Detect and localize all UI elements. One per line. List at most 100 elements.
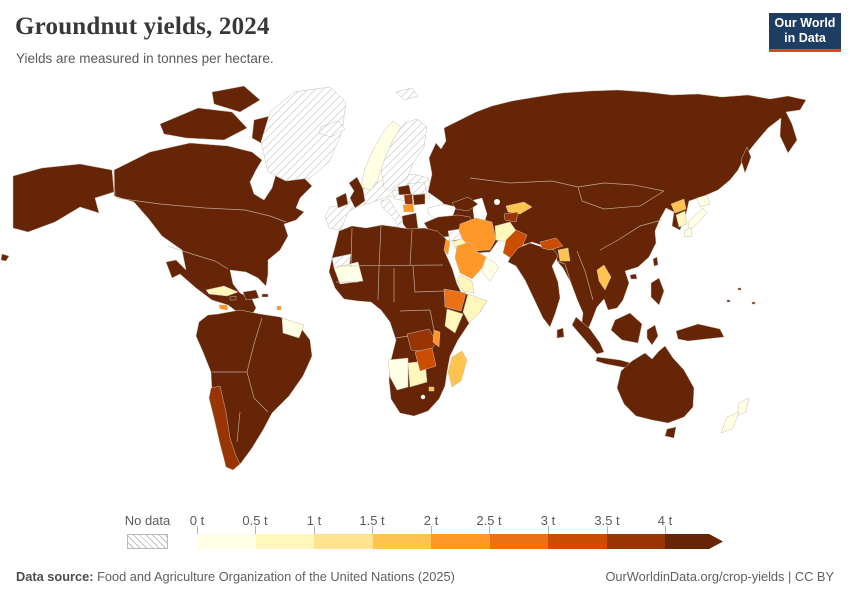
region-trinidad[interactable] [276, 305, 282, 311]
region-new-zealand[interactable] [736, 397, 750, 417]
region-albania-macedonia[interactable] [402, 203, 415, 213]
region-nepal[interactable] [539, 237, 564, 251]
region-zimbabwe[interactable] [414, 347, 437, 372]
aral-sea [494, 199, 500, 205]
region-hungary[interactable] [397, 184, 412, 196]
legend-tick-label: 4 t [657, 513, 673, 528]
legend-color-segment[interactable] [255, 534, 314, 549]
region-sulawesi[interactable] [646, 324, 659, 346]
region-jamaica[interactable] [229, 295, 237, 301]
region-tasmania[interactable] [664, 426, 677, 439]
legend-tick-label: 3 t [540, 513, 556, 528]
region-saudi-arabia[interactable] [454, 241, 487, 280]
region-namibia[interactable] [387, 357, 409, 391]
region-bangladesh[interactable] [557, 247, 571, 262]
region-philippines[interactable] [650, 277, 665, 306]
legend-tick [607, 526, 608, 535]
legend-tick-label: 0.5 t [242, 513, 268, 528]
region-japan[interactable] [687, 207, 708, 230]
region-kenya[interactable] [444, 308, 464, 334]
region-north-america[interactable] [113, 142, 313, 319]
region-arctic-islands[interactable] [211, 85, 261, 113]
region-hainan[interactable] [629, 273, 638, 280]
region-zambia[interactable] [406, 328, 438, 353]
owid-logo[interactable]: Our World in Data [769, 13, 841, 52]
region-yemen[interactable] [456, 274, 475, 294]
legend-color-segment[interactable] [489, 534, 548, 549]
legend-color-segment[interactable] [372, 534, 431, 549]
legend-tick-label: 1.5 t [359, 513, 385, 528]
legend-no-data-swatch[interactable] [127, 534, 168, 549]
region-pacific-island[interactable] [751, 301, 756, 305]
region-caucasus[interactable] [451, 196, 479, 212]
region-laos[interactable] [596, 264, 612, 291]
region-eswatini[interactable] [428, 386, 435, 392]
region-malawi[interactable] [432, 329, 441, 348]
region-el-salvador[interactable] [218, 304, 229, 311]
credit-link[interactable]: OurWorldinData.org/crop-yields | CC BY [605, 569, 834, 584]
legend-tick-label: 1 t [306, 513, 322, 528]
legend-tick [197, 526, 198, 535]
region-australia[interactable] [616, 345, 695, 424]
legend-tick [548, 526, 549, 535]
region-kyrgyzstan[interactable] [505, 201, 533, 215]
legend-no-data-label: No data [124, 513, 171, 528]
region-italy[interactable] [380, 198, 404, 226]
legend-tick [489, 526, 490, 535]
region-united-kingdom[interactable] [348, 176, 366, 209]
legend-color-segment[interactable] [197, 534, 256, 549]
region-india[interactable] [507, 242, 561, 328]
region-somalia[interactable] [462, 293, 488, 324]
region-bulgaria[interactable] [412, 193, 426, 206]
region-norway[interactable] [360, 120, 402, 191]
legend-color-segment[interactable] [548, 534, 607, 549]
region-japan[interactable] [696, 194, 711, 208]
data-source-text: Food and Agriculture Organization of the… [93, 569, 455, 584]
region-new-guinea[interactable] [675, 323, 725, 342]
legend-color-segment[interactable] [431, 534, 490, 549]
region-hawaii[interactable] [0, 253, 10, 262]
region-sumatra[interactable] [571, 316, 605, 355]
region-oman[interactable] [481, 257, 500, 282]
legend-colorbar[interactable] [197, 534, 665, 549]
region-north-korea[interactable] [670, 198, 687, 214]
owid-logo-line2: in Data [784, 31, 826, 45]
region-madagascar[interactable] [447, 350, 468, 388]
region-greenland[interactable] [260, 86, 347, 182]
legend-tick [255, 526, 256, 535]
region-svalbard[interactable] [395, 87, 419, 101]
legend-tick-label: 2 t [423, 513, 439, 528]
legend-color-segment[interactable] [606, 534, 665, 549]
region-chile[interactable] [208, 385, 241, 471]
region-alaska[interactable] [12, 163, 115, 233]
region-tajikistan[interactable] [503, 211, 519, 223]
region-sakhalin[interactable] [740, 146, 752, 174]
region-iceland[interactable] [318, 120, 346, 138]
legend-tick [431, 526, 432, 535]
region-mauritania[interactable] [333, 261, 364, 285]
legend-arrow-segment[interactable] [665, 534, 723, 549]
region-serbia[interactable] [403, 193, 414, 206]
region-hispaniola[interactable] [242, 289, 260, 301]
region-guyana-suriname[interactable] [281, 317, 305, 339]
region-borneo[interactable] [610, 312, 643, 344]
region-sri-lanka[interactable] [556, 327, 565, 339]
region-lesotho[interactable] [420, 394, 426, 400]
region-japan[interactable] [683, 227, 693, 238]
region-ethiopia[interactable] [443, 288, 467, 312]
legend-color-segment[interactable] [314, 534, 373, 549]
data-source-label: Data source: [16, 569, 94, 584]
region-cuba[interactable] [205, 285, 239, 297]
region-taiwan[interactable] [652, 256, 659, 267]
region-new-zealand[interactable] [720, 411, 740, 434]
region-africa[interactable] [328, 224, 488, 417]
region-pacific-island[interactable] [726, 299, 731, 303]
region-south-korea[interactable] [675, 210, 688, 228]
region-puerto-rico[interactable] [261, 293, 269, 298]
region-arctic-islands[interactable] [159, 107, 248, 141]
region-pacific-island[interactable] [737, 287, 742, 291]
region-russia-asia[interactable] [427, 89, 807, 335]
legend-tick [372, 526, 373, 535]
region-ireland[interactable] [335, 192, 349, 209]
